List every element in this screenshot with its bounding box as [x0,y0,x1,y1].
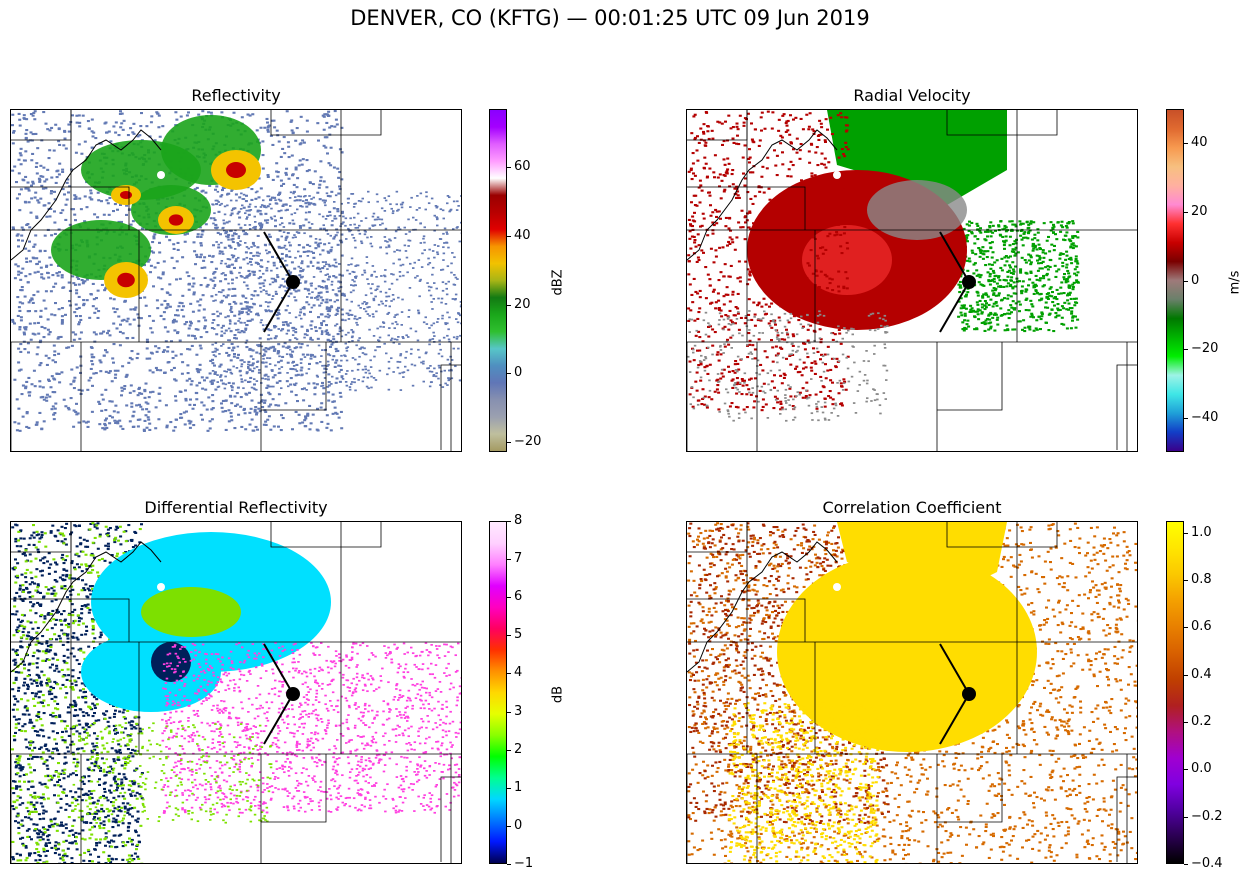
county-borders [11,522,461,863]
colorbar-tick-label: −20 [1191,341,1219,356]
radar-echoes [11,522,461,863]
colorbar [489,521,507,864]
colorbar-tick-mark [1184,627,1188,628]
figure-title: DENVER, CO (KFTG) — 00:01:25 UTC 09 Jun … [350,6,870,30]
colorbar-tick-mark [507,673,511,674]
colorbar-tick-label: 1.0 [1191,525,1212,540]
colorbar-tick-mark [507,788,511,789]
colorbar-tick-mark [507,521,511,522]
colorbar-tick-label: 1 [514,780,523,795]
colorbar-tick-label: 40 [514,228,531,243]
colorbar-tick-mark [507,750,511,751]
colorbar-tick-label: −40 [1191,410,1219,425]
colorbar-tick-label: 0 [1191,273,1200,288]
colorbar-tick-mark [1184,817,1188,818]
county-borders [11,110,461,451]
colorbar-label: m/s [1227,270,1243,295]
radar-map [10,521,462,864]
colorbar-tick-label: 40 [1191,135,1208,150]
colorbar-tick-label: 0.6 [1191,619,1212,634]
radar-echoes [11,110,461,432]
radar-map [686,109,1138,452]
colorbar [489,109,507,452]
colorbar-tick-mark [1184,722,1188,723]
colorbar-tick-label: 3 [514,704,523,719]
colorbar-tick-mark [1184,675,1188,676]
colorbar-tick-mark [507,236,511,237]
colorbar-tick-mark [507,635,511,636]
radar-site-marker [833,583,976,745]
colorbar-tick-mark [507,712,511,713]
colorbar-tick-label: 0.4 [1191,667,1212,682]
colorbar-tick-label: −0.2 [1191,809,1223,824]
colorbar-tick-label: −1 [514,856,534,871]
colorbar-tick-label: 7 [514,551,523,566]
radar-field [11,110,461,451]
radar-echoes [687,110,1080,422]
colorbar-tick-mark [1184,349,1188,350]
colorbar-tick-mark [507,373,511,374]
panel-title: Correlation Coefficient [822,498,1002,517]
colorbar-tick-label: 5 [514,627,523,642]
colorbar-tick-mark [1184,580,1188,581]
radar-site-marker [833,171,976,333]
colorbar-tick-label: 6 [514,589,523,604]
colorbar-tick-mark [507,864,511,865]
colorbar-tick-mark [1184,418,1188,419]
radar-map [10,109,462,452]
radar-echoes [687,522,1137,863]
colorbar-tick-mark [1184,769,1188,770]
colorbar-tick-mark [1184,864,1188,865]
radar-map [686,521,1138,864]
colorbar-tick-mark [507,597,511,598]
radar-field [687,522,1137,863]
colorbar-label: dBZ [550,269,566,296]
colorbar-tick-label: 20 [1191,204,1208,219]
colorbar-tick-label: −20 [514,434,542,449]
colorbar-tick-mark [1184,212,1188,213]
radar-site-marker [157,171,300,333]
county-borders [687,522,1137,863]
colorbar-tick-label: 0 [514,818,523,833]
colorbar-tick-label: 0.0 [1191,761,1212,776]
colorbar-tick-mark [507,826,511,827]
colorbar-tick-label: −0.4 [1191,856,1223,871]
radar-field [687,110,1137,451]
colorbar-tick-label: 8 [514,513,523,528]
colorbar [1166,521,1184,864]
panel-title: Differential Reflectivity [144,498,328,517]
colorbar-tick-mark [1184,281,1188,282]
colorbar-tick-mark [507,442,511,443]
colorbar-tick-mark [507,305,511,306]
colorbar-tick-mark [507,167,511,168]
colorbar-tick-mark [507,559,511,560]
panel-title: Radial Velocity [853,86,971,105]
county-borders [687,110,1137,451]
colorbar-tick-label: 20 [514,297,531,312]
colorbar-label: dB [550,685,566,704]
colorbar-tick-label: 0.2 [1191,714,1212,729]
colorbar-tick-mark [1184,143,1188,144]
radar-field [11,522,461,863]
colorbar-tick-label: 4 [514,665,523,680]
colorbar-tick-label: 60 [514,159,531,174]
colorbar [1166,109,1184,452]
radar-site-marker [157,583,300,745]
colorbar-tick-label: 0 [514,365,523,380]
panel-title: Reflectivity [191,86,281,105]
colorbar-tick-label: 0.8 [1191,572,1212,587]
colorbar-tick-mark [1184,533,1188,534]
colorbar-tick-label: 2 [514,742,523,757]
